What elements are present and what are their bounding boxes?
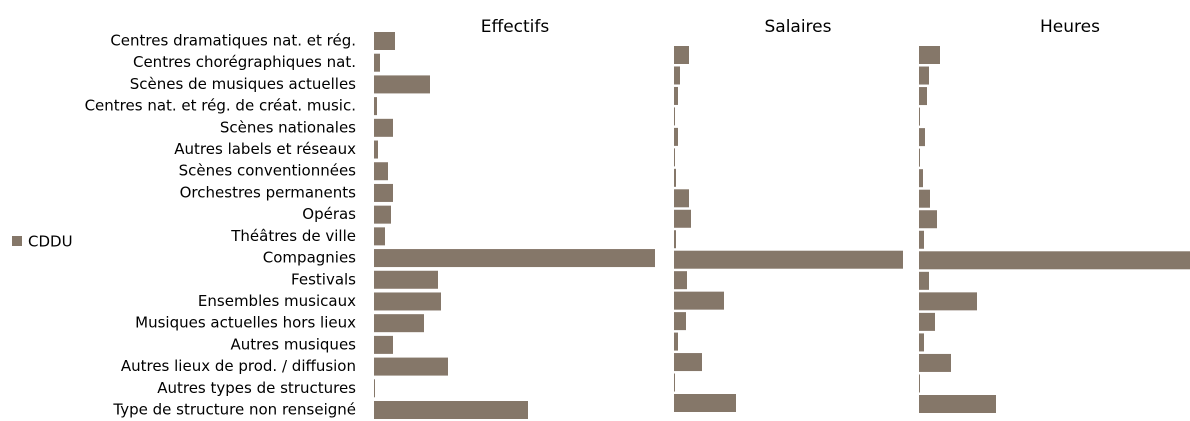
bar — [374, 205, 391, 224]
bar — [374, 249, 655, 268]
bar — [919, 107, 920, 126]
bar — [674, 353, 702, 372]
category-label: Orchestres permanents — [180, 183, 357, 201]
bar — [919, 210, 937, 229]
bar — [374, 292, 441, 311]
bar — [919, 271, 929, 290]
bar — [374, 118, 393, 137]
bar — [674, 373, 675, 392]
category-label: Opéras — [302, 205, 356, 223]
panel-title: Effectifs — [481, 17, 550, 37]
bar — [919, 353, 951, 372]
bar — [674, 291, 724, 310]
category-label: Autres types de structures — [157, 379, 356, 397]
bar — [674, 271, 687, 290]
category-label: Compagnies — [263, 249, 356, 267]
bar — [374, 357, 448, 376]
bar — [674, 312, 686, 331]
bar — [374, 162, 388, 181]
category-label: Autres musiques — [231, 335, 357, 353]
bar — [919, 66, 929, 85]
bar — [674, 332, 678, 351]
bar — [674, 168, 676, 187]
bar — [674, 394, 736, 412]
panel-title: Heures — [1040, 17, 1100, 37]
category-label: Centres dramatiques nat. et rég. — [110, 32, 356, 50]
bar — [919, 292, 977, 311]
legend-label: CDDU — [28, 233, 73, 251]
bar — [374, 75, 430, 94]
bar — [674, 189, 689, 208]
bar — [374, 183, 393, 202]
bar — [919, 374, 920, 393]
category-label: Théâtres de ville — [230, 227, 356, 245]
bar — [919, 312, 935, 331]
bar — [674, 46, 689, 64]
bar — [919, 128, 925, 147]
category-label: Scènes conventionnées — [179, 162, 357, 180]
bar — [919, 189, 930, 208]
category-label: Type de structure non renseigné — [112, 401, 356, 419]
bar — [919, 169, 923, 188]
bar — [374, 97, 377, 116]
bar — [674, 127, 678, 146]
bar — [374, 401, 528, 419]
category-label: Ensembles musicaux — [198, 292, 356, 310]
bar — [674, 107, 675, 126]
category-label: Scènes nationales — [220, 118, 356, 136]
bar — [919, 46, 940, 64]
bar — [374, 335, 393, 354]
bar — [374, 314, 424, 333]
bar — [674, 209, 691, 228]
bar — [374, 32, 395, 50]
category-label: Autres labels et réseaux — [174, 140, 356, 158]
bar — [674, 148, 675, 167]
bar — [674, 230, 676, 249]
bar — [374, 270, 438, 289]
bar — [674, 66, 680, 85]
bar — [374, 53, 380, 72]
panel-title: Salaires — [764, 17, 831, 37]
bar — [374, 379, 375, 398]
bar — [674, 250, 903, 269]
category-label: Centres nat. et rég. de créat. music. — [85, 97, 356, 115]
category-label: Centres chorégraphiques nat. — [133, 53, 356, 71]
category-label: Scènes de musiques actuelles — [130, 75, 356, 93]
legend-swatch — [12, 236, 22, 246]
category-label: Festivals — [291, 270, 356, 288]
bar — [919, 333, 924, 352]
bar — [674, 86, 678, 105]
category-label: Musiques actuelles hors lieux — [135, 314, 356, 332]
bar — [919, 230, 924, 249]
category-label: Autres lieux de prod. / diffusion — [121, 357, 356, 375]
bar — [919, 251, 1190, 270]
bar — [374, 227, 385, 246]
bar — [919, 395, 996, 413]
bar — [919, 87, 927, 106]
bar — [919, 148, 920, 167]
bar — [374, 140, 378, 159]
